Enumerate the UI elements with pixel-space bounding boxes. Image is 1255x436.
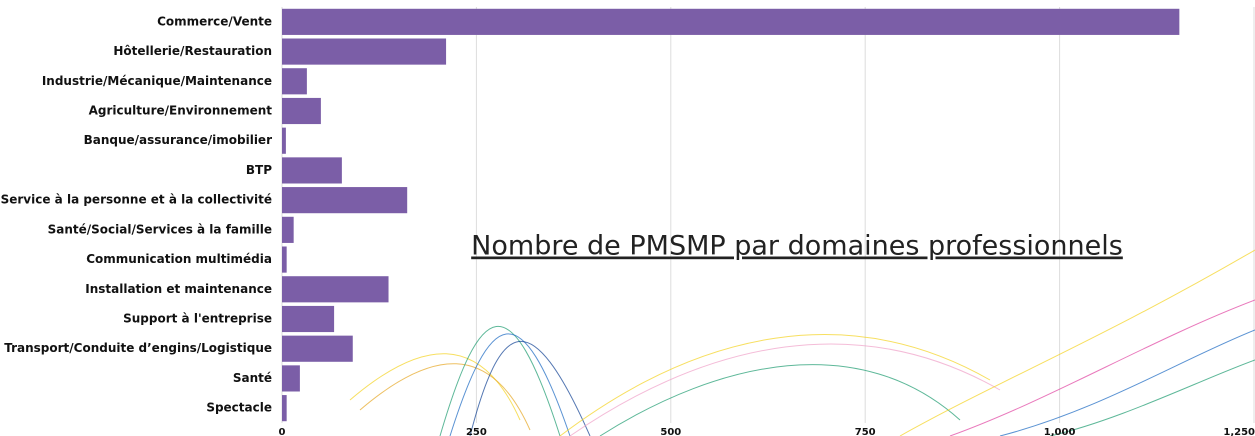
- y-tick-label: Installation et maintenance: [85, 282, 272, 296]
- x-tick-label: 1,250: [1223, 427, 1255, 436]
- bar: [282, 157, 342, 184]
- y-tick-label: Spectacle: [206, 401, 272, 415]
- bar: [282, 68, 307, 95]
- x-tick-label: 500: [660, 427, 681, 436]
- chart-title: Nombre de PMSMP par domaines professionn…: [471, 231, 1123, 262]
- y-tick-label: Transport/Conduite d’engins/Logistique: [4, 341, 272, 355]
- y-tick-label: Support à l'entreprise: [123, 312, 272, 326]
- y-tick-label: Industrie/Mécanique/Maintenance: [42, 74, 272, 88]
- bar: [282, 127, 286, 154]
- x-tick-label: 0: [279, 427, 286, 436]
- y-tick-label: Agriculture/Environnement: [89, 104, 273, 118]
- bar: [282, 97, 321, 125]
- bar: [282, 216, 294, 243]
- y-tick-label: Hôtellerie/Restauration: [113, 44, 272, 58]
- bar: [282, 395, 287, 422]
- y-tick-label: Santé: [233, 371, 272, 385]
- bar: [282, 365, 300, 392]
- bar: [282, 8, 1180, 35]
- bar: [282, 305, 335, 333]
- y-tick-label: Santé/Social/Services à la famille: [48, 222, 272, 236]
- y-tick-label: BTP: [246, 163, 272, 177]
- x-tick-label: 750: [855, 427, 876, 436]
- bar: [282, 335, 353, 362]
- bar: [282, 276, 389, 303]
- bar: [282, 187, 408, 214]
- bar: [282, 246, 287, 273]
- y-tick-label: Commerce/Vente: [157, 14, 272, 28]
- x-tick-label: 250: [466, 427, 487, 436]
- y-tick-label: Communication multimédia: [86, 252, 272, 266]
- y-tick-label: Banque/assurance/imobilier: [84, 133, 272, 147]
- bar: [282, 38, 447, 65]
- decoration: [349, 249, 1255, 436]
- y-tick-label: Service à la personne et à la collectivi…: [1, 193, 272, 207]
- x-tick-label: 1,000: [1044, 427, 1076, 436]
